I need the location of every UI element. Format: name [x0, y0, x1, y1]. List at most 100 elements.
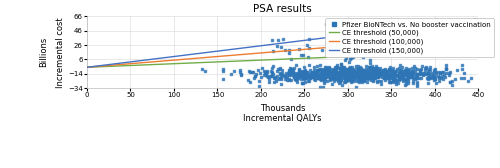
Point: [368, 74, 376, 77]
Point: [320, 85, 328, 88]
Point: [294, 74, 302, 77]
Text: Incremental QALYs: Incremental QALYs: [244, 114, 322, 123]
Point: [386, 81, 394, 83]
Point: [408, 70, 416, 73]
Point: [323, 41, 331, 44]
Point: [376, 67, 384, 70]
Point: [416, 72, 424, 74]
Point: [286, 66, 294, 69]
Point: [340, 68, 348, 70]
Point: [382, 72, 390, 75]
Point: [364, 42, 372, 45]
Point: [201, 70, 209, 72]
Point: [352, 72, 360, 75]
Point: [426, 77, 434, 79]
Point: [286, 71, 294, 74]
Point: [367, 78, 375, 81]
Point: [360, 77, 368, 80]
Point: [356, 66, 364, 69]
Point: [344, 70, 352, 73]
Point: [324, 76, 332, 78]
Point: [326, 73, 334, 76]
Point: [348, 56, 356, 59]
Point: [313, 77, 321, 79]
Point: [380, 76, 388, 79]
Point: [340, 72, 348, 74]
Point: [325, 71, 333, 74]
Point: [289, 71, 297, 73]
Point: [368, 76, 376, 79]
Point: [341, 78, 349, 80]
Point: [331, 74, 339, 77]
Point: [411, 77, 419, 80]
Point: [300, 70, 308, 73]
Point: [326, 70, 334, 72]
Point: [355, 75, 363, 78]
Point: [324, 67, 332, 70]
Point: [435, 77, 443, 79]
Point: [245, 70, 253, 72]
Point: [317, 77, 325, 80]
Point: [368, 74, 376, 76]
Point: [360, 75, 368, 77]
Point: [430, 70, 438, 73]
Point: [392, 74, 400, 76]
Point: [398, 69, 406, 72]
Point: [435, 80, 443, 82]
Point: [286, 68, 294, 71]
Point: [254, 79, 262, 82]
Point: [350, 70, 358, 72]
Point: [344, 70, 352, 72]
Point: [322, 23, 330, 26]
Point: [309, 75, 317, 77]
Point: [333, 77, 341, 79]
Point: [341, 68, 349, 70]
Point: [386, 68, 394, 71]
Point: [338, 78, 345, 80]
Point: [388, 76, 396, 79]
Point: [280, 77, 288, 80]
Point: [386, 73, 394, 75]
Point: [318, 73, 326, 76]
Point: [297, 76, 305, 78]
Point: [258, 66, 266, 69]
Point: [316, 74, 324, 76]
Point: [330, 71, 338, 73]
Point: [285, 71, 293, 74]
Point: [366, 62, 374, 65]
Point: [412, 73, 420, 75]
Point: [320, 74, 328, 77]
Point: [319, 69, 327, 72]
Point: [346, 72, 354, 75]
Point: [295, 69, 303, 71]
Point: [400, 73, 407, 76]
Text: Incremental cost: Incremental cost: [56, 17, 66, 88]
Point: [287, 68, 295, 70]
Point: [351, 71, 359, 73]
Point: [268, 64, 276, 67]
Point: [366, 73, 374, 76]
Point: [299, 74, 307, 77]
Point: [344, 77, 352, 79]
Point: [345, 69, 353, 72]
Point: [360, 79, 368, 82]
Point: [411, 67, 419, 69]
Point: [390, 75, 398, 77]
Point: [442, 68, 450, 70]
Point: [340, 66, 347, 69]
Point: [374, 75, 382, 78]
Point: [277, 76, 285, 79]
Point: [396, 64, 404, 66]
Point: [364, 72, 372, 75]
Point: [342, 75, 350, 78]
Point: [400, 78, 408, 81]
Point: [337, 70, 345, 73]
Point: [378, 76, 386, 78]
Point: [342, 32, 350, 35]
Point: [336, 73, 344, 76]
Point: [316, 73, 324, 76]
Point: [389, 71, 397, 74]
Point: [323, 79, 331, 82]
Point: [374, 75, 382, 78]
Point: [412, 75, 420, 78]
